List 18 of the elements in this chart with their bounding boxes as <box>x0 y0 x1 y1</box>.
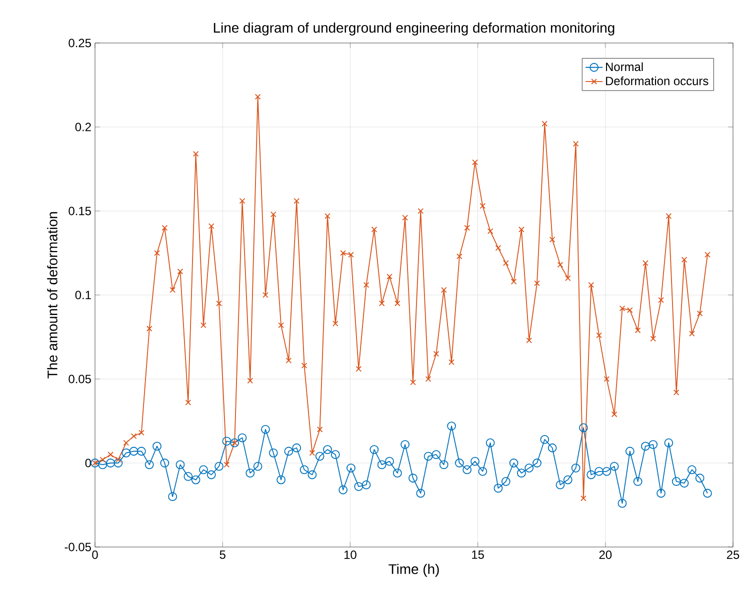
y-tick-label: -0.05 <box>64 542 91 552</box>
x-axis-title: Time (h) <box>388 564 439 577</box>
x-tick-label: 15 <box>472 550 484 559</box>
x-tick-label: 20 <box>599 550 612 559</box>
y-tick-label: 0.05 <box>68 374 91 384</box>
x-tick-label: 0 <box>92 550 98 559</box>
x-tick-label: 5 <box>220 550 226 559</box>
y-tick-label: 0.2 <box>75 122 91 132</box>
y-tick-label: 0.1 <box>75 290 91 300</box>
legend-label: Deformation occurs <box>606 76 708 86</box>
y-tick-label: 0.15 <box>68 206 91 216</box>
x-tick-label: 25 <box>726 550 740 559</box>
y-tick-label: 0.25 <box>68 38 91 48</box>
y-axis-title: The amount of deformation <box>47 212 58 378</box>
chart-title: Line diagram of underground engineering deformation monitoring <box>214 22 614 36</box>
legend-label: Normal <box>606 62 643 72</box>
y-tick-label: 0 <box>85 458 92 468</box>
x-tick-label: 10 <box>344 550 356 559</box>
